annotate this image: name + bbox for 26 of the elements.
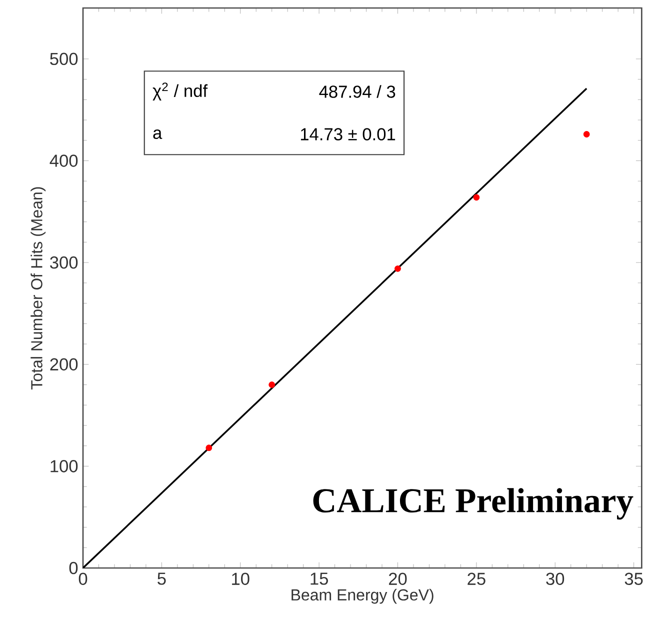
- point: [583, 131, 590, 138]
- annotation: a: [153, 130, 162, 140]
- point: [473, 194, 480, 201]
- y-tick-label: 500: [50, 52, 78, 66]
- point: [394, 265, 401, 272]
- x-tick-label: 30: [546, 572, 564, 585]
- x-tick-label: 15: [310, 572, 328, 585]
- annotation: CALICE Preliminary: [313, 488, 634, 520]
- x-tick-label: 10: [232, 572, 250, 585]
- x-tick-label: 0: [78, 572, 88, 585]
- x-tick-label: 25: [468, 572, 486, 585]
- annotation: 14.73 ± 0.01: [300, 128, 396, 140]
- y-tick-label: 100: [50, 460, 78, 472]
- y-tick-label: 0: [69, 562, 78, 574]
- y-tick-label: 400: [50, 154, 78, 167]
- point: [268, 382, 276, 388]
- point: [206, 444, 212, 452]
- x-tick-label: 5: [158, 572, 166, 585]
- x-tick-label: 20: [388, 572, 407, 585]
- x-axis-title: Beam Energy (GeV): [292, 588, 434, 604]
- x-tick-label: 35: [624, 572, 643, 585]
- y-tick-label: 200: [50, 358, 78, 370]
- annotation: 487.94 / 3: [319, 85, 396, 98]
- y-axis-title: Total Number Of Hits (Mean): [30, 187, 46, 390]
- y-tick-label: 300: [50, 256, 78, 269]
- annotation: χ$^{2}$ / ndf: [152, 82, 208, 100]
